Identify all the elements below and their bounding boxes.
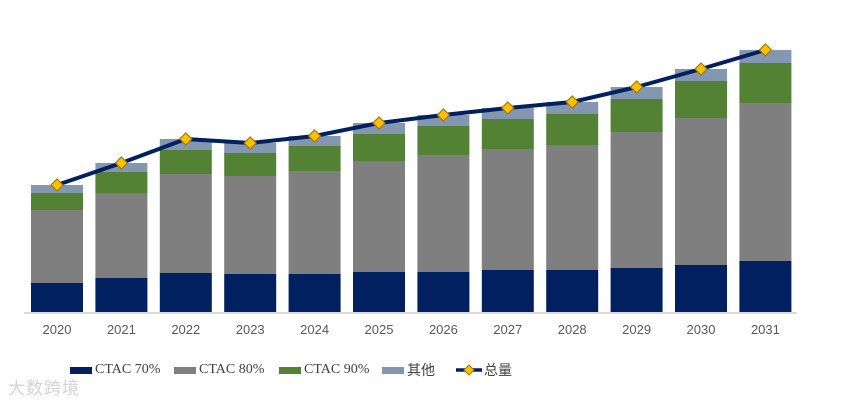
bar-segment-ctac-70--2022 — [159, 273, 212, 313]
bar-segment-ctac-70--2030 — [675, 265, 727, 313]
bar-segment-ctac-80--2028 — [546, 145, 599, 270]
bar-segment-ctac-80--2029 — [610, 132, 663, 268]
bar-segment-ctac-80--2025 — [353, 161, 405, 272]
total-marker-2024 — [307, 129, 322, 143]
total-marker-2027 — [500, 101, 515, 115]
total-marker-2029 — [629, 80, 644, 94]
total-marker-2020 — [50, 178, 64, 192]
legend-line-marker-icon — [456, 364, 482, 376]
x-tick-label: 2031 — [751, 322, 780, 337]
legend-item-other: 其他 — [382, 360, 435, 380]
x-tick-label: 2021 — [107, 322, 136, 337]
bar-segment-ctac-70--2024 — [288, 274, 341, 313]
bar-segment-ctac-80--2022 — [159, 174, 212, 273]
total-marker-2023 — [243, 136, 258, 150]
bar-segment-ctac-70--2021 — [95, 278, 148, 313]
legend-label: CTAC 70% — [95, 362, 161, 377]
legend-label: 总量 — [484, 364, 512, 379]
total-marker-2022 — [178, 132, 193, 146]
legend-label: CTAC 80% — [199, 362, 265, 377]
bar-segment-ctac-80--2031 — [739, 103, 792, 261]
x-tick-label: 2026 — [429, 322, 458, 337]
legend-item-ctac70: CTAC 70% — [70, 360, 160, 380]
bar-segment-ctac-70--2029 — [610, 268, 663, 313]
x-tick-label: 2029 — [622, 322, 651, 337]
x-tick-label: 2028 — [558, 322, 587, 337]
x-tick-label: 2023 — [236, 322, 265, 337]
bar-segment-ctac-70--2027 — [481, 270, 534, 313]
bar-segment-ctac-80--2026 — [417, 155, 470, 272]
legend-swatch — [70, 366, 92, 374]
x-tick-label: 2027 — [493, 322, 522, 337]
bar-segment-ctac-90--2023 — [224, 153, 277, 176]
total-marker-2026 — [436, 108, 451, 122]
x-tick-label: 2022 — [171, 322, 200, 337]
legend-swatch — [174, 366, 196, 374]
bar-segment-ctac-80--2024 — [288, 171, 341, 274]
bar-segment-ctac-90--2020 — [31, 193, 83, 210]
x-tick-label: 2025 — [365, 322, 394, 337]
bar-segment-ctac-90--2029 — [610, 99, 663, 132]
total-marker-2031 — [758, 43, 773, 57]
total-marker-2021 — [114, 156, 129, 170]
bar-segment-ctac-90--2022 — [159, 150, 212, 174]
bar-segment-ctac-70--2023 — [224, 274, 277, 313]
legend-swatch — [279, 366, 301, 374]
total-line — [56, 48, 766, 187]
bar-segment-ctac-70--2028 — [546, 270, 599, 313]
bar-segment-ctac-90--2026 — [417, 126, 470, 155]
x-tick-label: 2020 — [43, 322, 72, 337]
bar-segment-ctac-90--2021 — [95, 172, 148, 193]
total-marker-2028 — [565, 95, 580, 109]
legend-item-total: 总量 — [456, 360, 512, 380]
bar-segment-ctac-90--2030 — [675, 81, 727, 118]
legend-swatch — [382, 366, 404, 374]
bar-segment-ctac-90--2025 — [353, 134, 405, 161]
x-tick-label: 2030 — [687, 322, 716, 337]
bar-segment-ctac-80--2021 — [95, 193, 148, 278]
bar-segment-ctac-90--2028 — [546, 114, 599, 145]
bar-segment-ctac-70--2031 — [739, 261, 792, 313]
bar-segment-ctac-70--2025 — [353, 272, 405, 313]
bar-segment-ctac-90--2027 — [481, 119, 534, 149]
bar-segment-ctac-90--2024 — [288, 146, 341, 171]
bar-segment-ctac-70--2020 — [31, 283, 83, 313]
bar-segment-ctac-70--2026 — [417, 272, 470, 313]
bar-segment-ctac-90--2031 — [739, 63, 792, 103]
total-marker-2025 — [372, 116, 386, 130]
legend-label: CTAC 90% — [304, 362, 370, 377]
watermark: 大数跨境 — [8, 379, 80, 399]
x-tick-label: 2024 — [300, 322, 329, 337]
total-marker-2030 — [694, 62, 708, 76]
legend-item-ctac90: CTAC 90% — [279, 360, 369, 380]
legend-item-ctac80: CTAC 80% — [174, 360, 264, 380]
bar-segment-ctac-80--2023 — [224, 176, 277, 274]
bar-segment-ctac-80--2020 — [31, 210, 83, 283]
bar-segment-ctac-80--2027 — [481, 149, 534, 270]
bar-segment-ctac-80--2030 — [675, 118, 727, 265]
legend: CTAC 70% CTAC 80% CTAC 90% 其他 总量 — [0, 360, 854, 380]
legend-label: 其他 — [407, 364, 435, 379]
